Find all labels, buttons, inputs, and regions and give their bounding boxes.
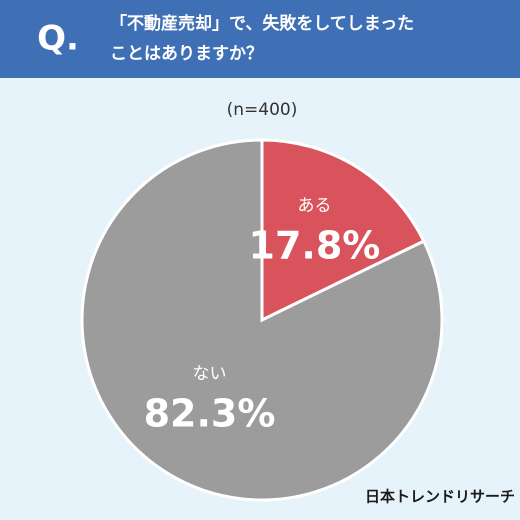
question-line: 「不動産売却」で、失敗をしてしまった: [110, 13, 414, 34]
pie-slice: [80, 138, 444, 502]
pie-slice: [260, 138, 426, 323]
slice-value-label: 17.8%: [249, 224, 381, 268]
slice-category: ない: [193, 364, 227, 384]
slice-category: ある: [297, 196, 331, 216]
pie: ある 17.8% ない 82.3%: [80, 138, 444, 502]
question-line: ことはありますか？: [110, 44, 263, 64]
subtitle: (n=400): [227, 100, 298, 120]
slice-value-label: 82.3%: [144, 391, 276, 435]
q-mark: Q.: [37, 19, 79, 59]
header-band: [0, 0, 520, 78]
footer: 日本トレンドリサーチ: [365, 488, 515, 506]
